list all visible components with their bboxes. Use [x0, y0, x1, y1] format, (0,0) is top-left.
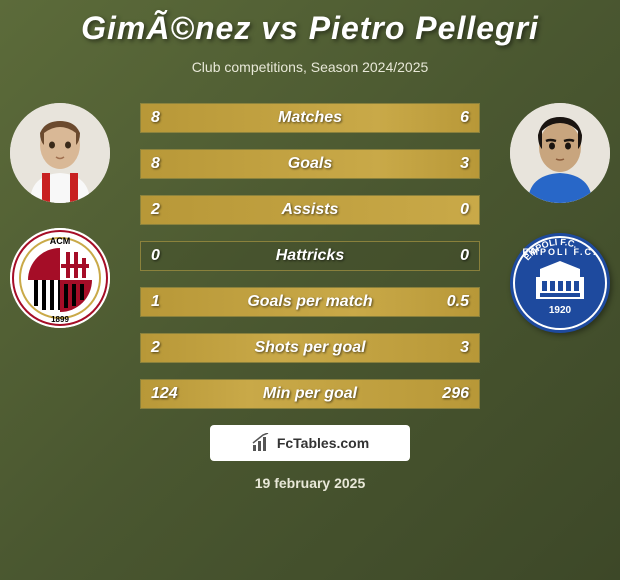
stat-value-right: 0 [460, 247, 469, 265]
svg-text:ACM: ACM [50, 236, 71, 246]
stat-bars: 8Matches68Goals32Assists00Hattricks01Goa… [140, 103, 480, 409]
stat-label: Goals per match [141, 293, 479, 311]
stat-value-right: 0 [460, 201, 469, 219]
stat-row: 0Hattricks0 [140, 241, 480, 271]
comparison-subtitle: Club competitions, Season 2024/2025 [0, 59, 620, 75]
stat-row: 1Goals per match0.5 [140, 287, 480, 317]
stat-row: 124Min per goal296 [140, 379, 480, 409]
chart-icon [251, 433, 271, 453]
stat-row: 8Matches6 [140, 103, 480, 133]
comparison-date: 19 february 2025 [0, 475, 620, 491]
stat-label: Hattricks [141, 247, 479, 265]
comparison-title: GimÃ©nez vs Pietro Pellegri [0, 0, 620, 47]
stat-row: 2Assists0 [140, 195, 480, 225]
stat-value-right: 6 [460, 109, 469, 127]
player-left-avatar [10, 103, 110, 203]
footer-brand-badge: FcTables.com [210, 425, 410, 461]
comparison-content: ACM 1899 EMPOL [0, 103, 620, 409]
stat-label: Matches [141, 109, 479, 127]
svg-text:EMPOLI F.C.: EMPOLI F.C. [522, 247, 597, 257]
stat-row: 2Shots per goal3 [140, 333, 480, 363]
stat-value-right: 296 [442, 385, 469, 403]
svg-text:1920: 1920 [549, 305, 572, 316]
club-left-badge: ACM 1899 [10, 228, 110, 328]
player-right-avatar [510, 103, 610, 203]
stat-label: Shots per goal [141, 339, 479, 357]
stat-value-right: 0.5 [447, 293, 469, 311]
svg-text:1899: 1899 [51, 315, 69, 324]
stat-row: 8Goals3 [140, 149, 480, 179]
stat-value-right: 3 [460, 155, 469, 173]
club-right-badge: EMPOLI F.C. EMPOLI F.C. 1920 [510, 233, 610, 333]
stat-label: Goals [141, 155, 479, 173]
stat-value-right: 3 [460, 339, 469, 357]
stat-label: Assists [141, 201, 479, 219]
stat-label: Min per goal [141, 385, 479, 403]
footer-brand-text: FcTables.com [277, 435, 369, 451]
